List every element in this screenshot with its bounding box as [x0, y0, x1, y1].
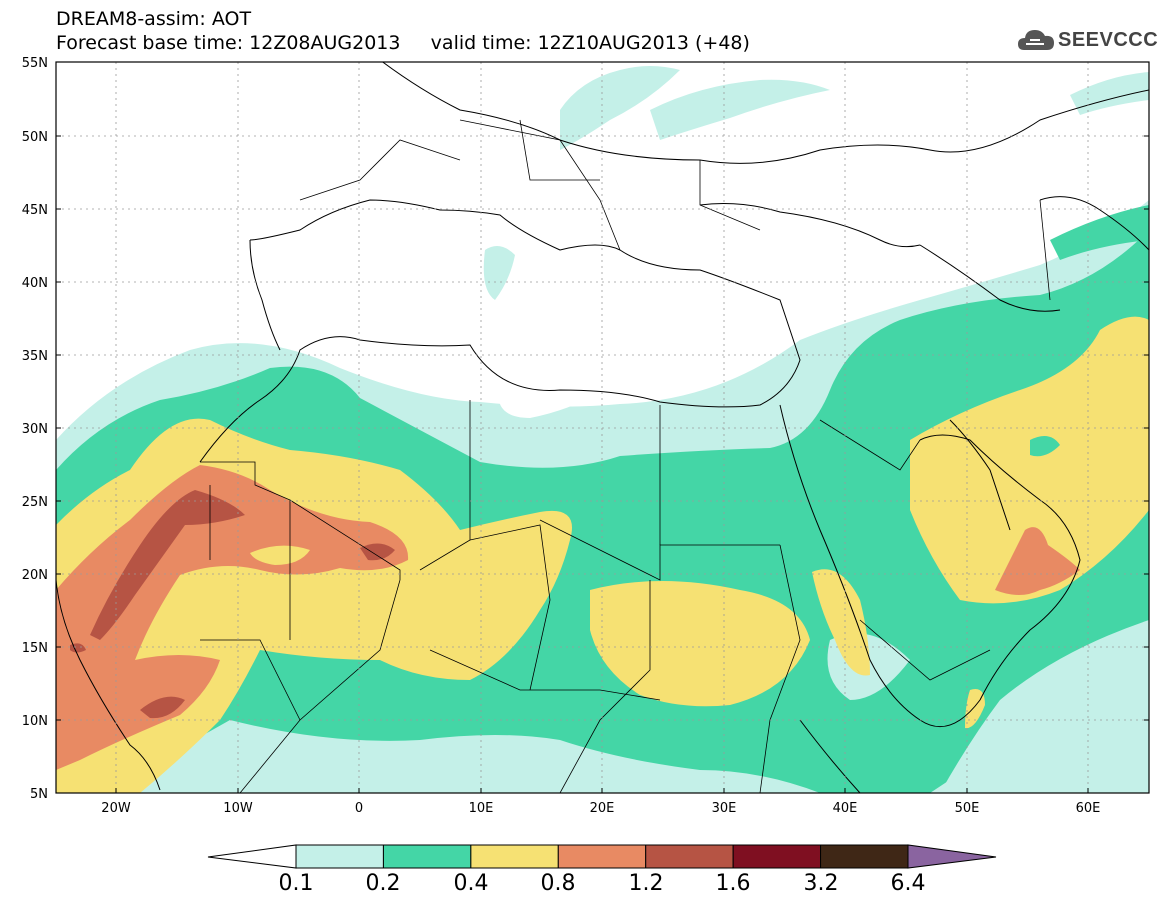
coastlines: [56, 62, 1149, 793]
colorbar-over-arrow: [907, 844, 997, 869]
lat-label: 30N: [22, 422, 48, 437]
colorbar-swatch: [732, 844, 822, 869]
lat-label: 25N: [22, 495, 48, 510]
lon-label: 10W: [223, 801, 253, 816]
colorbar: [207, 844, 997, 869]
lat-label: 35N: [22, 349, 48, 364]
colorbar-label: 1.2: [628, 871, 664, 896]
colorbar-swatch: [557, 844, 647, 869]
colorbar-label: 0.1: [278, 871, 314, 896]
aot-band-1.2: [90, 490, 245, 640]
lat-ticks: [56, 61, 1149, 794]
colorbar-swatch: [645, 844, 734, 869]
lon-label: 20W: [101, 801, 131, 816]
lon-label: 30E: [712, 801, 737, 816]
lat-labels: 55N 50N 45N 40N 35N 30N 25N 20N 15N 10N …: [22, 56, 48, 802]
logo-text: SEEVCCC: [1058, 29, 1159, 51]
lat-label: 40N: [22, 276, 48, 291]
lon-label: 20E: [590, 801, 615, 816]
colorbar-under-arrow: [207, 844, 297, 869]
colorbar-swatch: [382, 844, 472, 869]
lon-label: 10E: [469, 801, 494, 816]
lat-label: 10N: [22, 714, 48, 729]
lat-label: 50N: [22, 130, 48, 145]
lat-label: 15N: [22, 641, 48, 656]
lon-label: 40E: [833, 801, 858, 816]
colorbar-swatch: [295, 844, 384, 869]
colorbar-label: 1.6: [715, 871, 751, 896]
colorbar-label: 3.2: [803, 871, 839, 896]
map-title: DREAM8-assim: AOT: [56, 8, 252, 30]
colorbar-label: 0.2: [365, 871, 401, 896]
colorbar-label: 0.4: [453, 871, 489, 896]
colorbar-label: 6.4: [890, 871, 926, 896]
aot-field: [56, 66, 1149, 793]
lon-label: 60E: [1076, 801, 1101, 816]
lon-label: 50E: [955, 801, 980, 816]
colorbar-swatch: [820, 844, 909, 869]
lat-label: 5N: [30, 787, 48, 802]
lat-label: 55N: [22, 56, 48, 71]
colorbar-swatch: [470, 844, 559, 869]
lat-label: 45N: [22, 203, 48, 218]
cloud-icon: [1018, 30, 1054, 50]
colorbar-label: 0.8: [540, 871, 576, 896]
forecast-times: Forecast base time: 12Z08AUG2013 valid t…: [56, 32, 750, 54]
lon-labels: 20W 10W 0 10E 20E 30E 40E 50E 60E: [101, 801, 1100, 816]
lon-label: 0: [355, 801, 363, 816]
lat-label: 20N: [22, 568, 48, 583]
graticule: [56, 62, 1149, 793]
borders: [200, 119, 1051, 793]
